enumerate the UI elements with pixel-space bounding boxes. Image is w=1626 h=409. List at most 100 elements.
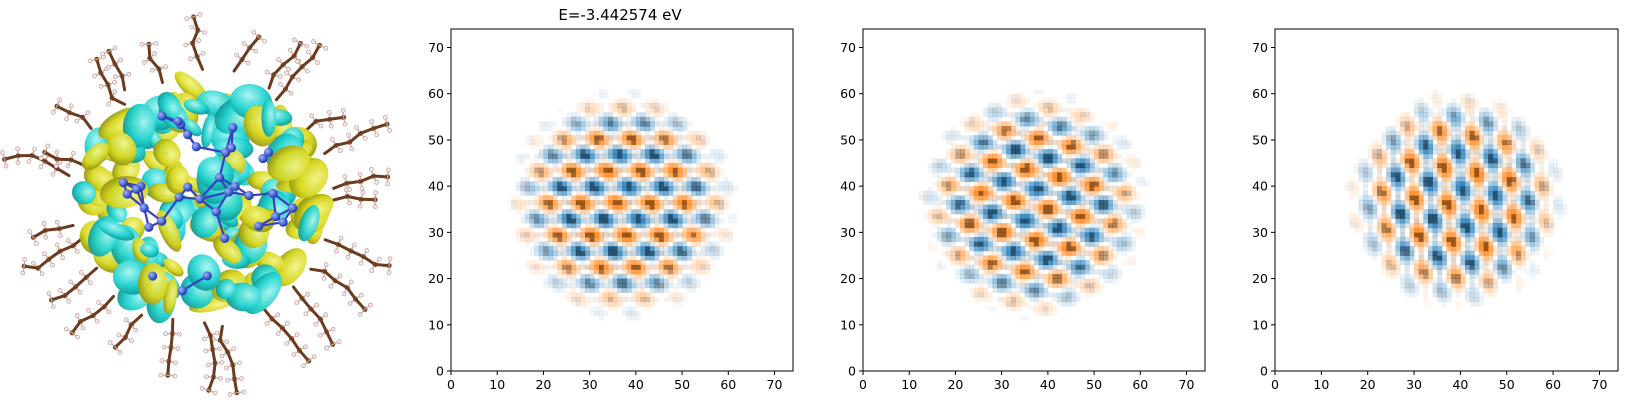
negative-lobe	[140, 242, 159, 258]
heatmap-cell	[580, 241, 586, 247]
heatmap-cell	[1386, 264, 1392, 270]
heatmap-cell	[1451, 227, 1457, 233]
heatmap-cell	[658, 283, 664, 289]
heatmap-cell	[575, 190, 581, 196]
heatmap-cell	[682, 200, 688, 206]
heatmap-cell	[1117, 273, 1123, 279]
heatmap-cell	[645, 213, 651, 219]
heatmap-cell	[658, 149, 664, 155]
heatmap-cell	[575, 116, 581, 122]
hydrogen-atom	[328, 283, 334, 289]
heatmap-cell	[557, 126, 563, 132]
heatmap-cell	[534, 232, 540, 238]
heatmap-cell	[524, 172, 530, 178]
heatmap-cell	[663, 153, 669, 159]
heatmap-cell	[1075, 190, 1081, 196]
heatmap-cell	[705, 172, 711, 178]
heatmap-cell	[969, 269, 975, 275]
heatmap-cell	[946, 250, 952, 256]
heatmap-cell	[1038, 116, 1044, 122]
heatmap-cell	[987, 273, 993, 279]
heatmap-cell	[1432, 241, 1438, 247]
heatmap-cell	[631, 315, 637, 321]
heatmap-cell	[1432, 227, 1438, 233]
heatmap-cell	[700, 200, 706, 206]
heatmap-cell	[561, 246, 567, 252]
heatmap-cell	[552, 209, 558, 215]
heatmap-cell	[612, 107, 618, 113]
heatmap-cell	[622, 135, 628, 141]
heatmap-cell	[927, 218, 933, 224]
heatmap-cell	[1386, 130, 1392, 136]
heatmap-cell	[1390, 223, 1396, 229]
heatmap-cell	[608, 139, 614, 145]
heatmap-cell	[635, 236, 641, 242]
heatmap-cell	[1474, 260, 1480, 266]
heatmap-cell	[1409, 135, 1415, 141]
heatmap-cell	[543, 149, 549, 155]
heatmap-cell	[1015, 200, 1021, 206]
hydrogen-atom	[364, 248, 370, 253]
heatmap-cell	[1038, 135, 1044, 141]
heatmap-cell	[936, 227, 942, 233]
heatmap-cell	[1121, 135, 1127, 141]
heatmap-cell	[1034, 310, 1040, 316]
heatmap-cell	[1020, 255, 1026, 261]
heatmap-cell	[663, 223, 669, 229]
heatmap-cell	[571, 297, 577, 303]
heatmap-cell	[955, 250, 961, 256]
heatmap-cell	[575, 181, 581, 187]
heatmap-cell	[1107, 264, 1113, 270]
heatmap-cell	[1451, 241, 1457, 247]
heatmap-cell	[1404, 269, 1410, 275]
heatmap-cell	[575, 107, 581, 113]
heatmap-cell	[1451, 264, 1457, 270]
heatmap-cell	[1390, 213, 1396, 219]
heatmap-cell	[654, 139, 660, 145]
heatmap-cell	[635, 292, 641, 298]
heatmap-cell	[585, 176, 591, 182]
heatmap-cell	[1376, 195, 1383, 201]
heatmap-cell	[1006, 269, 1012, 275]
heatmap-cell	[1441, 181, 1447, 187]
heatmap-cell	[612, 102, 618, 108]
heatmap-cell	[1001, 149, 1007, 155]
heatmap-cell	[1381, 139, 1387, 145]
heatmap-cell	[1006, 144, 1012, 150]
hydrogen-atom	[231, 346, 237, 351]
heatmap-cell	[1121, 190, 1127, 196]
heatmap-cell	[1089, 190, 1095, 196]
heatmap-cell	[585, 121, 591, 127]
heatmap-cell	[557, 181, 563, 187]
heatmap-cell	[997, 255, 1003, 261]
heatmap-cell	[617, 273, 623, 279]
heatmap-cell	[548, 200, 554, 206]
heatmap-cell	[1344, 186, 1350, 192]
heatmap-cell	[1121, 232, 1127, 238]
heatmap-cell	[936, 204, 942, 210]
heatmap-cell	[719, 209, 725, 215]
heatmap-cell	[566, 139, 572, 145]
heatmap-cell	[1455, 283, 1461, 289]
heatmap-cell	[1047, 227, 1053, 233]
heatmap-cell	[1446, 292, 1452, 298]
heatmap-cell	[1107, 172, 1113, 178]
heatmap-cell	[964, 269, 970, 275]
heatmap-cell	[1400, 250, 1406, 256]
heatmap-cell	[705, 176, 711, 182]
heatmap-cell	[1057, 241, 1063, 247]
heatmap-cell	[612, 149, 618, 155]
heatmap-cell	[1070, 181, 1076, 187]
heatmap-cell	[649, 264, 655, 270]
heatmap-cell	[1010, 255, 1016, 261]
heatmap-cell	[575, 112, 581, 118]
heatmap-cell	[1460, 273, 1466, 279]
heatmap-cell	[1381, 190, 1387, 196]
heatmap-cell	[960, 167, 966, 173]
heatmap-cell	[1451, 223, 1457, 229]
heatmap-cell	[1140, 213, 1146, 219]
heatmap-cell	[1107, 158, 1113, 164]
heatmap-cell	[1460, 149, 1466, 155]
heatmap-cell	[1474, 269, 1480, 275]
heatmap-cell	[1460, 130, 1466, 136]
